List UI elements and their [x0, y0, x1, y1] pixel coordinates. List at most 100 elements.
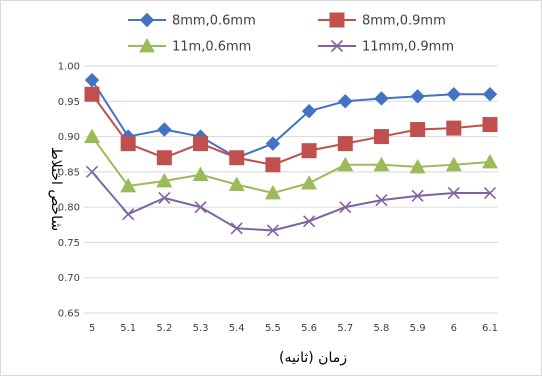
legend-label: 11m,0.6mm	[172, 40, 251, 55]
data-point-triangle	[409, 158, 426, 174]
x-tick-label: 5.2	[156, 323, 172, 334]
data-point-square	[84, 86, 100, 102]
data-point-triangle	[373, 156, 390, 172]
data-point-x	[122, 208, 135, 221]
data-point-x-stroke	[411, 189, 424, 202]
x-tick-label: 5.9	[410, 323, 426, 334]
data-point-diamond	[157, 122, 172, 137]
series-2	[84, 86, 498, 173]
x-tick-label: 5	[89, 323, 95, 334]
series-4	[85, 165, 497, 237]
data-point-diamond	[374, 91, 389, 106]
x-axis-title: زمان (ثانیه)	[279, 350, 347, 366]
data-point-square	[120, 136, 136, 152]
data-point-square	[156, 150, 172, 166]
data-point-diamond	[84, 72, 100, 88]
y-tick-label: 0.80	[58, 203, 80, 214]
x-tick-label: 5.1	[120, 323, 136, 334]
data-point-triangle	[228, 176, 245, 191]
series-line	[91, 135, 491, 195]
data-point-x	[266, 224, 279, 237]
data-point-x	[375, 194, 388, 207]
y-axis-title: شاخص اختلاط	[48, 147, 64, 231]
data-point-x	[194, 201, 207, 214]
series-line	[91, 171, 490, 232]
legend-label: 8mm,0.6mm	[172, 14, 256, 29]
x-tick-label: 5.3	[193, 323, 209, 334]
x-tick-label: 5.8	[374, 323, 390, 334]
data-point-diamond	[265, 136, 281, 151]
data-point-square	[301, 143, 317, 159]
data-point-square	[229, 150, 245, 166]
y-tick-label: 0.85	[58, 167, 80, 178]
y-tick-label: 0.70	[58, 273, 80, 284]
data-point-x-stroke	[483, 186, 497, 200]
data-point-diamond	[301, 103, 317, 119]
data-point-square	[373, 129, 389, 145]
legend-item: 8mm,0.9mm	[318, 12, 446, 29]
legend-item: 8mm,0.6mm	[128, 12, 256, 29]
data-point-x-stroke	[194, 201, 207, 214]
data-point-x-stroke	[330, 39, 344, 53]
data-point-triangle	[192, 166, 209, 182]
data-point-x-stroke	[158, 191, 171, 205]
data-point-triangle	[120, 177, 137, 193]
data-point-diamond	[482, 87, 498, 102]
data-point-x-stroke	[375, 194, 388, 207]
data-point-square	[193, 136, 209, 152]
data-point-x-stroke	[85, 165, 99, 178]
data-point-diamond	[338, 94, 353, 109]
data-point-x	[339, 201, 352, 214]
data-point-triangle	[156, 173, 173, 188]
data-point-square	[482, 117, 498, 133]
y-tick-label: 0.75	[58, 238, 80, 249]
data-point-square	[337, 136, 353, 152]
data-point-triangle	[445, 156, 462, 172]
data-point-diamond	[410, 89, 425, 104]
y-tick-label: 0.95	[58, 97, 80, 108]
data-point-x-stroke	[447, 186, 460, 200]
data-point-x-stroke	[339, 201, 352, 214]
data-point-x	[158, 191, 171, 205]
data-point-square	[410, 122, 426, 138]
data-point-triangle	[482, 153, 498, 169]
data-point-triangle	[139, 38, 155, 53]
data-point-x	[330, 39, 344, 53]
data-point-x-stroke	[230, 222, 243, 235]
data-point-square	[446, 120, 462, 136]
x-tick-label: 6.1	[482, 323, 498, 334]
data-point-x-stroke	[122, 208, 135, 221]
legend-label: 8mm,0.9mm	[362, 14, 446, 29]
data-point-square	[329, 12, 345, 28]
data-point-triangle	[301, 175, 318, 190]
data-point-triangle	[337, 156, 354, 172]
y-tick-label: 0.65	[58, 309, 80, 320]
data-point-x	[483, 186, 497, 200]
data-point-square	[265, 157, 281, 173]
x-tick-label: 6	[451, 323, 457, 334]
data-point-triangle	[264, 185, 281, 200]
gridlines	[84, 65, 498, 314]
x-tick-label: 5.4	[229, 323, 245, 334]
data-point-triangle	[84, 128, 100, 143]
legend: 8mm,0.6mm 8mm,0.9mm 11m,0.6mm 11mm,0.9mm	[128, 12, 454, 55]
x-tick-label: 5.6	[301, 323, 317, 334]
data-point-x	[303, 215, 316, 228]
series-3	[84, 128, 498, 200]
legend-label: 11mm,0.9mm	[362, 40, 454, 55]
data-point-diamond	[139, 12, 155, 28]
data-point-x	[230, 222, 243, 235]
axes: 0.65 0.70 0.75 0.80 0.85 0.90 0.95 1.00 5 5.1 5.2 5…	[58, 62, 498, 335]
data-point-x	[85, 165, 99, 178]
data-point-x-stroke	[266, 224, 279, 237]
data-point-x	[447, 186, 460, 200]
y-tick-label: 0.90	[58, 132, 80, 143]
legend-item: 11m,0.6mm	[128, 38, 251, 55]
data-point-diamond	[446, 87, 462, 102]
data-point-x-stroke	[303, 215, 316, 228]
data-point-x	[411, 189, 424, 202]
x-tick-label: 5.5	[265, 323, 281, 334]
